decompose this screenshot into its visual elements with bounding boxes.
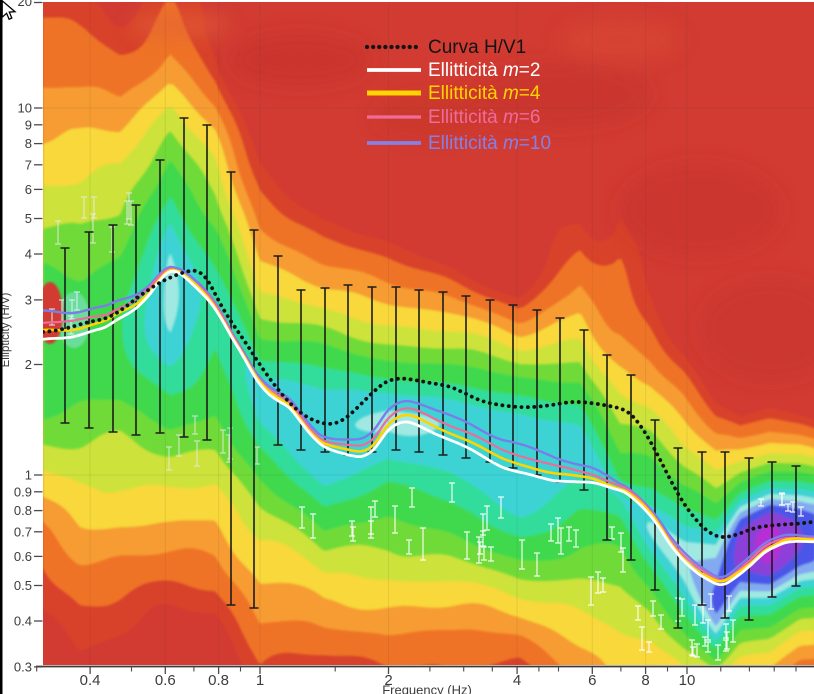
svg-text:2: 2: [25, 357, 32, 372]
svg-text:0.5: 0.5: [14, 578, 32, 593]
svg-text:Frequency (Hz): Frequency (Hz): [382, 683, 472, 694]
svg-text:0.7: 0.7: [14, 524, 32, 539]
svg-text:Curva H/V1: Curva H/V1: [428, 37, 526, 58]
svg-text:8: 8: [641, 672, 649, 689]
svg-text:0.6: 0.6: [14, 549, 32, 564]
svg-text:10: 10: [679, 672, 696, 689]
svg-text:0.4: 0.4: [80, 672, 101, 689]
svg-text:8: 8: [25, 136, 32, 151]
svg-text:6: 6: [25, 182, 32, 197]
svg-text:5: 5: [25, 211, 32, 226]
svg-text:Ellitticità m=10: Ellitticità m=10: [428, 133, 551, 154]
svg-text:0.8: 0.8: [208, 672, 229, 689]
svg-text:1: 1: [256, 672, 264, 689]
svg-text:Ellipticity (H/V): Ellipticity (H/V): [0, 292, 12, 367]
svg-text:4: 4: [513, 672, 521, 689]
svg-text:9: 9: [25, 117, 32, 132]
svg-text:0.3: 0.3: [14, 659, 32, 674]
svg-text:7: 7: [25, 157, 32, 172]
svg-text:0.4: 0.4: [14, 614, 32, 629]
svg-text:Ellitticità m=2: Ellitticità m=2: [428, 60, 540, 81]
svg-text:0.8: 0.8: [14, 503, 32, 518]
svg-text:0.6: 0.6: [155, 672, 176, 689]
svg-text:3: 3: [25, 292, 32, 307]
svg-text:Ellitticità m=6: Ellitticità m=6: [428, 107, 540, 128]
svg-text:20: 20: [18, 0, 32, 9]
svg-text:2: 2: [384, 672, 392, 689]
svg-text:10: 10: [18, 101, 32, 116]
svg-text:Ellitticità m=4: Ellitticità m=4: [428, 83, 541, 104]
svg-text:4: 4: [25, 247, 32, 262]
svg-text:6: 6: [588, 672, 596, 689]
svg-text:1: 1: [25, 468, 32, 483]
svg-text:0.9: 0.9: [14, 484, 32, 499]
